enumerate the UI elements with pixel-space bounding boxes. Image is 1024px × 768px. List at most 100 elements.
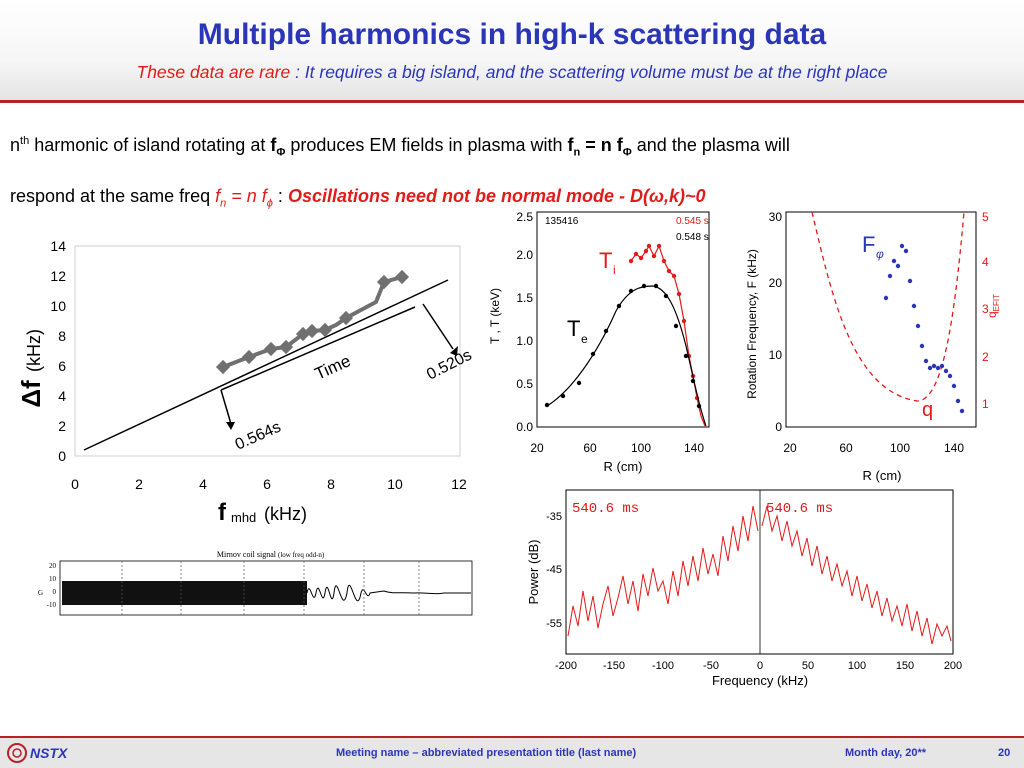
delta-f-plot: 0 2 4 6 8 10 12 14 0 2 4 6 8 10 12 Δf (k… [18,238,475,526]
body-text: nth harmonic of island rotating at fΦ pr… [10,120,1010,225]
f-phi-label: F [862,232,875,257]
svg-text:4: 4 [58,388,66,404]
nstx-logo: NSTX [6,742,86,764]
te-ti-xlabel: R (cm) [604,459,643,474]
slide-title: Multiple harmonics in high-k scattering … [197,18,827,51]
spectrum-time-right: 540.6 ms [766,501,833,517]
delta-f-markers [215,269,410,375]
svg-text:50: 50 [802,660,814,672]
svg-text:-200: -200 [555,660,577,672]
svg-text:10: 10 [769,348,783,362]
time-label-0564: 0.564s [233,419,284,454]
ti-label: T [599,248,612,273]
svg-text:4: 4 [199,476,207,492]
subtitle-emphasis: These data are rare [136,62,291,82]
svg-text:(kHz): (kHz) [24,329,44,372]
delta-f-yticks: 0 2 4 6 8 10 12 14 [50,238,66,464]
svg-text:20: 20 [49,562,57,570]
svg-text:φ: φ [876,247,884,261]
svg-text:2: 2 [135,476,143,492]
svg-text:200: 200 [944,660,962,672]
svg-text:-10: -10 [47,601,57,609]
svg-text:-35: -35 [546,511,562,523]
svg-text:Δf: Δf [18,380,46,408]
delta-f-fit-line [83,279,449,451]
svg-text:0: 0 [757,660,763,672]
svg-text:i: i [613,263,616,277]
svg-text:100: 100 [631,441,651,455]
svg-text:-55: -55 [546,618,562,630]
te-ti-yticks: 0.0 0.5 1.0 1.5 2.0 2.5 [516,210,533,434]
svg-text:6: 6 [58,358,66,374]
svg-text:-45: -45 [546,564,562,576]
q-yticks: 1 2 3 4 5 [982,210,989,411]
svg-text:100: 100 [890,441,910,455]
mirnov-signal [306,584,471,602]
svg-text:150: 150 [896,660,914,672]
svg-text:0.5: 0.5 [516,377,533,391]
spectrum-time-left: 540.6 ms [572,501,639,517]
rotation-figure: 0 10 20 30 1 2 3 4 5 20 60 100 140 R (cm… [742,206,1002,486]
delta-f-figure: 0 2 4 6 8 10 12 14 0 2 4 6 8 10 12 Δf (k… [18,232,488,532]
spectrum-plot: -35 -45 -55 -200 -150 -100 -50 0 50 100 … [526,489,962,688]
nstx-logo-icon: NSTX [7,743,69,763]
svg-text:30: 30 [769,210,783,224]
svg-text:mhd: mhd [231,510,256,525]
mirnov-yticks: 20 10 0 -10 [47,562,57,609]
svg-text:20: 20 [783,441,797,455]
mirnov-gridlines [121,561,420,615]
te-ti-ylabel: T , T (keV) [488,288,502,344]
time-label-0520: 0.520s [424,347,475,384]
spectrum-right-trace [761,505,952,645]
svg-text:4: 4 [982,255,989,269]
svg-text:10: 10 [50,298,66,314]
svg-text:20: 20 [769,276,783,290]
spectrum-xticks: -200 -150 -100 -50 0 50 100 150 200 [555,660,962,672]
te-label: T [567,316,580,341]
body-line-2: respond at the same freq fn = n fϕ : Osc… [10,185,706,210]
svg-text:1.0: 1.0 [516,334,533,348]
te-ti-xticks: 20 60 100 140 [530,441,704,455]
svg-text:1.5: 1.5 [516,291,533,305]
svg-text:(kHz): (kHz) [264,504,307,524]
q-ylabel: qEFIT [985,294,1001,318]
svg-text:e: e [581,332,588,346]
footer-date: Month day, 20** [845,747,927,759]
svg-text:2.0: 2.0 [516,248,533,262]
svg-text:2: 2 [982,350,989,364]
svg-text:-50: -50 [703,660,719,672]
delta-f-xlabel: f mhd (kHz) [218,499,307,526]
svg-text:20: 20 [530,441,544,455]
rotation-xlabel: R (cm) [863,468,902,483]
temperature-profile-plot: 0.0 0.5 1.0 1.5 2.0 2.5 20 60 100 140 R … [488,210,710,474]
mirnov-plot: Mirnov coil signal (low freq odd-n) 20 1… [38,550,473,616]
body-emphasis: Oscillations need not be normal mode - D… [287,185,706,206]
delta-f-xticks: 0 2 4 6 8 10 12 [71,476,467,492]
q-profile-curve [811,211,965,402]
slide-footer: NSTX Meeting name – abbreviated presenta… [0,738,1024,768]
footer-page-number: 20 [998,747,1011,759]
spectrum-left-trace [567,505,759,637]
spectrum-figure: -35 -45 -55 -200 -150 -100 -50 0 50 100 … [520,486,970,692]
mirnov-figure: Mirnov coil signal (low freq odd-n) 20 1… [34,548,484,626]
rotation-plot: 0 10 20 30 1 2 3 4 5 20 60 100 140 R (cm… [745,210,1001,483]
svg-text:60: 60 [583,441,597,455]
spectrum-xlabel: Frequency (kHz) [712,673,808,688]
q-label: q [922,399,933,421]
svg-text:6: 6 [263,476,271,492]
svg-text:0: 0 [775,420,782,434]
mirnov-title-note: (low freq odd-n) [278,551,325,559]
mirnov-ylabel: G [38,589,43,597]
svg-text:2.5: 2.5 [516,210,533,224]
body-line-1: nth harmonic of island rotating at fΦ pr… [10,135,790,159]
svg-text:2: 2 [58,418,66,434]
shot-number: 135416 [545,216,579,227]
subtitle-text: : It requires a big island, and the scat… [290,62,888,82]
svg-text:100: 100 [848,660,866,672]
slide-subtitle: These data are rare : It requires a big … [0,62,1024,83]
footer-meeting-title: Meeting name – abbreviated presentation … [336,747,637,759]
rotation-yticks: 0 10 20 30 [769,210,783,434]
svg-text:0.0: 0.0 [516,420,533,434]
spectrum-yticks: -35 -45 -55 [546,511,562,630]
time-arrow-line [220,306,416,391]
